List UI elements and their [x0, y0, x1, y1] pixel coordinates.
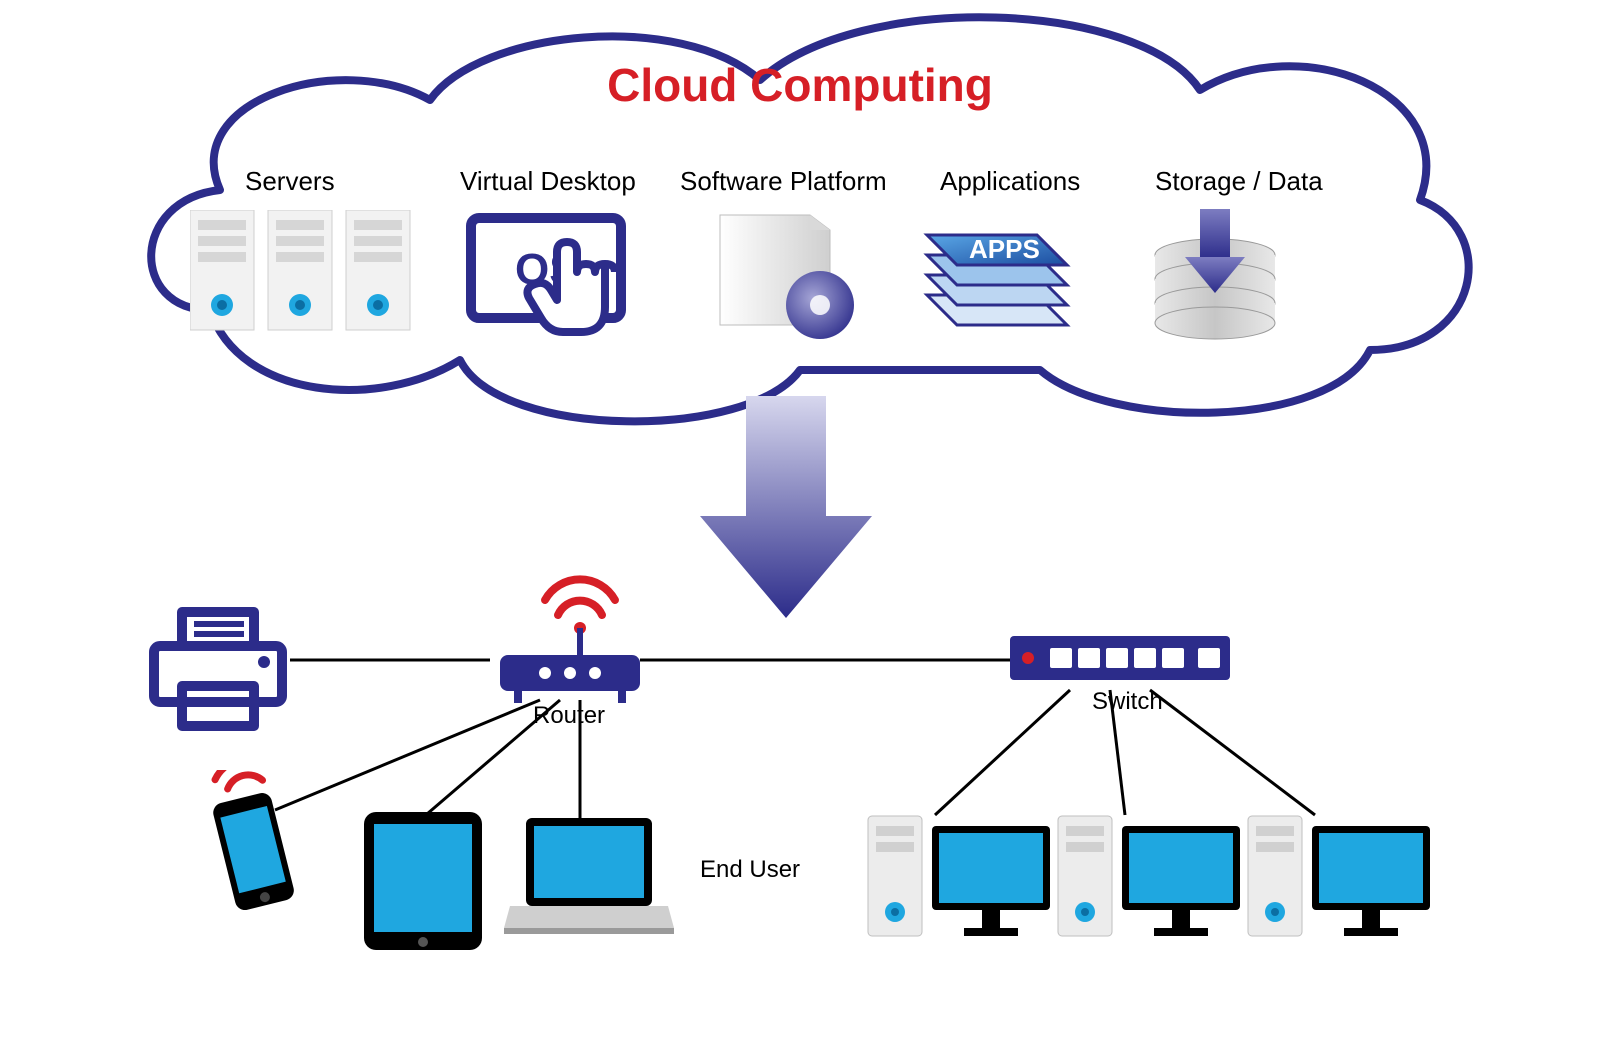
tablet-icon — [358, 806, 488, 956]
desktop-pc-icon — [1056, 812, 1246, 962]
switch-label: Switch — [1092, 688, 1163, 716]
desktop-pc-icon — [1246, 812, 1436, 962]
printer-icon — [148, 606, 288, 736]
laptop-icon — [504, 812, 674, 942]
desktop-pc-icon — [866, 812, 1056, 962]
diagram-root: Cloud Computing Servers Virtual Desktop … — [0, 0, 1600, 1049]
switch-icon — [1010, 636, 1230, 691]
router-label: Router — [533, 702, 605, 730]
smartphone-icon — [200, 770, 310, 920]
router-icon — [490, 560, 650, 710]
end-user-label: End User — [700, 856, 800, 884]
